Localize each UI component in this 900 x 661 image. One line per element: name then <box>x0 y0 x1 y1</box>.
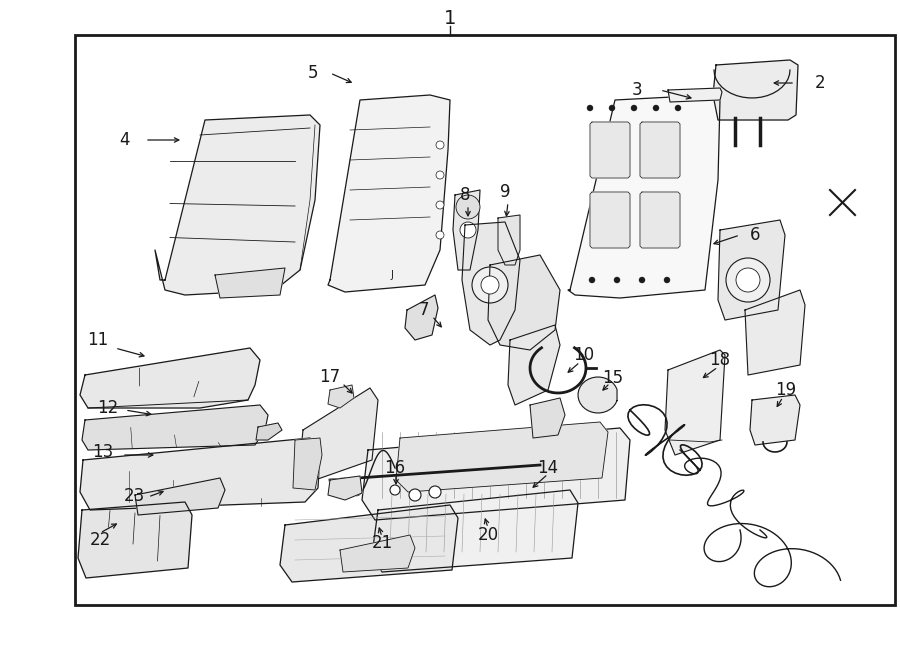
Circle shape <box>436 141 444 149</box>
Polygon shape <box>328 476 362 500</box>
Text: 11: 11 <box>87 331 109 349</box>
Polygon shape <box>300 388 378 480</box>
Circle shape <box>429 486 441 498</box>
Circle shape <box>390 485 400 495</box>
Bar <box>75 35 895 605</box>
Text: 14: 14 <box>537 459 559 477</box>
Polygon shape <box>530 398 565 438</box>
Polygon shape <box>640 122 680 178</box>
Polygon shape <box>568 95 720 298</box>
Circle shape <box>614 277 620 283</box>
Text: 13: 13 <box>93 443 113 461</box>
Circle shape <box>675 105 681 111</box>
Text: 1: 1 <box>444 9 456 28</box>
Text: 22: 22 <box>89 531 111 549</box>
Text: 17: 17 <box>320 368 340 386</box>
Circle shape <box>472 267 508 303</box>
Circle shape <box>409 489 421 501</box>
Circle shape <box>609 105 615 111</box>
Polygon shape <box>713 60 798 120</box>
Polygon shape <box>293 438 322 490</box>
Circle shape <box>481 276 499 294</box>
Circle shape <box>653 105 659 111</box>
Text: 23: 23 <box>123 487 145 505</box>
Circle shape <box>436 201 444 209</box>
Text: 15: 15 <box>602 369 624 387</box>
Polygon shape <box>80 348 260 408</box>
Text: 21: 21 <box>372 534 392 552</box>
Polygon shape <box>590 122 630 178</box>
Polygon shape <box>256 423 282 440</box>
Text: 12: 12 <box>97 399 119 417</box>
Circle shape <box>456 195 480 219</box>
Circle shape <box>587 105 593 111</box>
Text: 3: 3 <box>632 81 643 99</box>
Text: 5: 5 <box>308 64 319 82</box>
Text: 10: 10 <box>573 346 595 364</box>
Circle shape <box>631 105 637 111</box>
Text: 9: 9 <box>500 183 510 201</box>
Polygon shape <box>405 295 438 340</box>
Polygon shape <box>280 505 458 582</box>
Polygon shape <box>750 395 800 445</box>
Polygon shape <box>668 88 722 102</box>
Polygon shape <box>135 478 225 515</box>
Text: 19: 19 <box>776 381 796 399</box>
Polygon shape <box>745 290 805 375</box>
Polygon shape <box>508 325 560 405</box>
Circle shape <box>589 277 595 283</box>
Polygon shape <box>328 95 450 292</box>
Text: 16: 16 <box>384 459 406 477</box>
Polygon shape <box>215 268 285 298</box>
Text: 18: 18 <box>709 351 731 369</box>
Polygon shape <box>578 377 617 413</box>
Circle shape <box>436 231 444 239</box>
Polygon shape <box>80 438 320 510</box>
Text: 2: 2 <box>814 74 825 92</box>
Circle shape <box>664 277 670 283</box>
Circle shape <box>639 277 645 283</box>
Circle shape <box>436 171 444 179</box>
Text: 6: 6 <box>750 226 760 244</box>
Circle shape <box>736 268 760 292</box>
Polygon shape <box>362 428 630 520</box>
Polygon shape <box>488 255 560 350</box>
Polygon shape <box>590 192 630 248</box>
Polygon shape <box>78 502 192 578</box>
Text: 20: 20 <box>477 526 499 544</box>
Polygon shape <box>718 220 785 320</box>
Polygon shape <box>372 490 578 572</box>
Text: 8: 8 <box>460 186 470 204</box>
Text: 7: 7 <box>418 301 429 319</box>
Polygon shape <box>328 385 354 408</box>
Circle shape <box>726 258 770 302</box>
Polygon shape <box>498 215 520 265</box>
Text: 4: 4 <box>120 131 130 149</box>
Polygon shape <box>665 350 725 455</box>
Polygon shape <box>82 405 268 450</box>
Polygon shape <box>396 422 608 492</box>
Polygon shape <box>453 190 480 270</box>
Polygon shape <box>462 222 520 345</box>
Polygon shape <box>640 192 680 248</box>
Text: J: J <box>391 270 393 280</box>
Polygon shape <box>340 535 415 572</box>
Polygon shape <box>155 115 320 295</box>
Circle shape <box>460 222 476 238</box>
